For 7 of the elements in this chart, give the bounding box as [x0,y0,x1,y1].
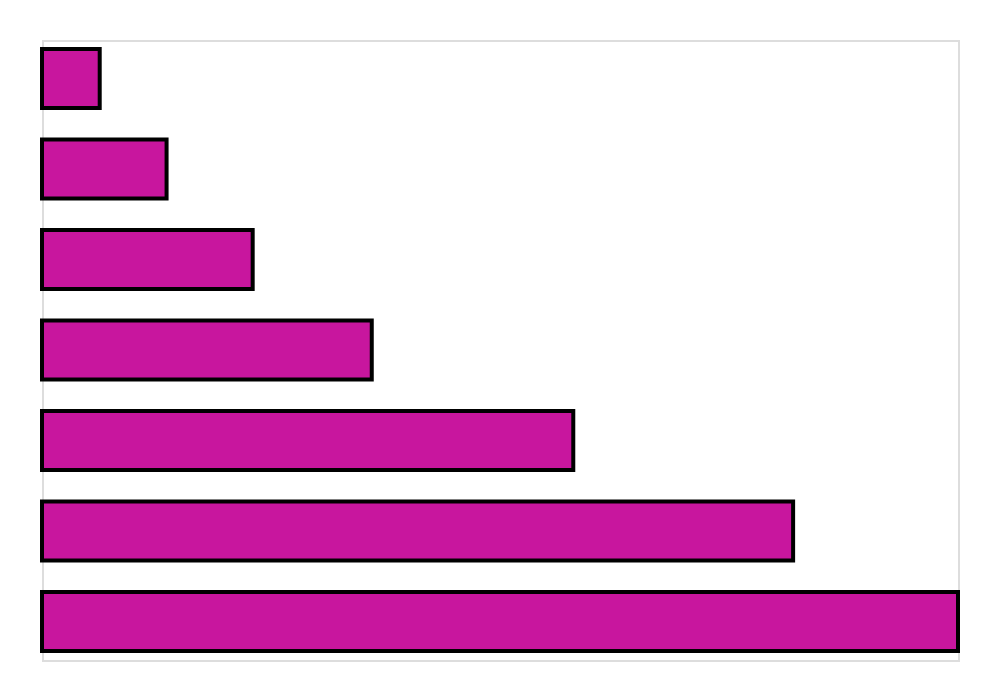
bar [40,590,960,653]
bar [40,409,576,472]
bar [40,228,255,291]
bar [40,499,796,563]
bar [40,47,102,110]
bar [40,137,169,201]
bar [40,318,374,382]
